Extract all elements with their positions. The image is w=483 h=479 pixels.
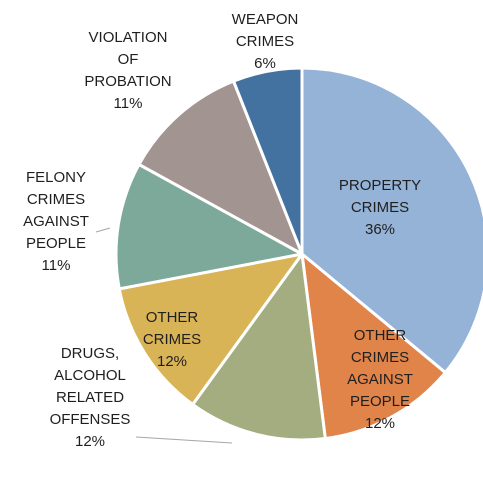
pie-slice-felony-crimes-against-people <box>114 162 304 291</box>
pie-slice-property-crimes <box>300 66 483 375</box>
data-labels-layer: PROPERTY CRIMES 36% OTHER CRIMES AGAINST PEOPL… <box>23 11 421 450</box>
data-label-violation-of-probation: VIOLATION OF PROBATION 11% <box>84 29 171 112</box>
data-label-weapon-crimes: WEAPON CRIMES 6% <box>232 11 299 72</box>
data-label-other-crimes-against-people: OTHER CRIMES AGAINST PEOPLE 12% <box>347 327 413 432</box>
pie-slice-weapon-crimes <box>232 66 304 256</box>
data-label-felony-crimes-against-people: FELONY CRIMES AGAINST PEOPLE 11% <box>23 169 89 274</box>
pie-slice-drugs-alcohol-related-offenses <box>191 252 327 442</box>
data-label-other-crimes: OTHER CRIMES 12% <box>143 309 201 370</box>
leader-lines-layer <box>95 227 233 444</box>
pie-slice-other-crimes <box>117 252 304 406</box>
leader-line-felony-crimes-against-people <box>95 227 111 233</box>
slices-layer <box>114 66 483 442</box>
leader-line-drugs-alcohol-related-offenses <box>135 436 233 444</box>
pie-slice-violation-of-probation <box>137 79 304 256</box>
pie-slice-other-crimes-against-people <box>300 252 447 441</box>
data-label-drugs-alcohol-related-offenses: DRUGS, ALCOHOL RELATED OFFENSES 12% <box>50 345 131 450</box>
data-label-property-crimes: PROPERTY CRIMES 36% <box>339 177 421 238</box>
